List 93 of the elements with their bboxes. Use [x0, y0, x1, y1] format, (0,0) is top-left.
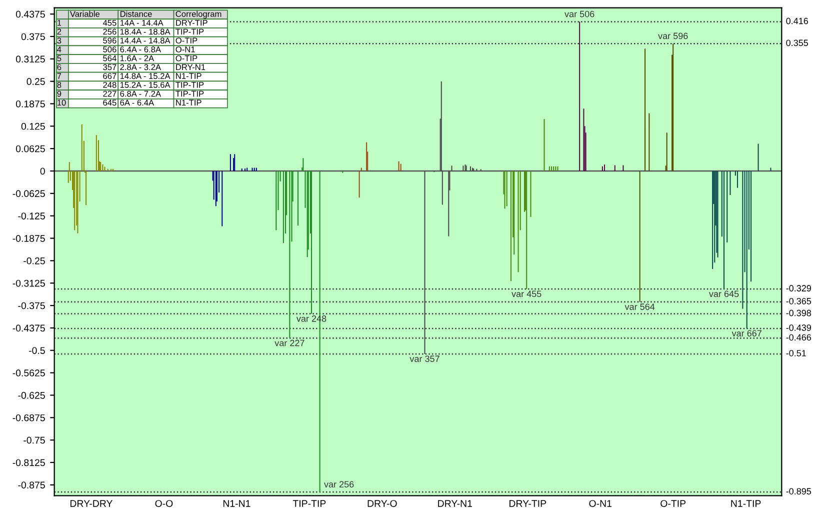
annotation: var 645 [708, 290, 739, 298]
annotation: 248 [103, 82, 116, 88]
annotation: 10 [58, 100, 66, 106]
y-tick-label: -0.25 [24, 257, 45, 264]
y-tick-label: 0.125 [21, 122, 45, 130]
annotation: 256 [103, 28, 116, 35]
annotation: 455 [102, 20, 116, 26]
annotation: var 357 [410, 356, 440, 362]
annotation: 564 [103, 55, 116, 62]
annotation: 18.4A - 18.8A [120, 28, 170, 35]
annotation: var 227 [274, 340, 304, 346]
y-tick-label: 0.3125 [16, 56, 45, 63]
annotation: 2.8A - 3.2A [120, 64, 162, 70]
annotation: 4 [57, 46, 62, 52]
y-tick-label: -0.625 [18, 392, 45, 399]
x-tick-label: N1-TIP [731, 500, 761, 507]
annotation: var 506 [564, 10, 594, 18]
annotation: O-TIP [176, 38, 198, 44]
annotation: 14A - 14.4A [120, 20, 164, 26]
annotation: O-TIP [176, 55, 198, 62]
annotation: var 596 [658, 32, 688, 40]
annotation: DRY-N1 [176, 64, 206, 70]
annotation: Distance [120, 10, 152, 17]
annotation: 15.2A - 15.6A [120, 82, 170, 88]
y-tick-label: -0.1875 [12, 234, 45, 242]
annotation: 1.6A - 2A [120, 55, 154, 62]
annotation: 6.4A - 6.8A [120, 46, 162, 52]
ref-line-label: -0.439 [786, 324, 811, 331]
x-tick-label: N1-N1 [223, 500, 250, 507]
annotation: 506 [103, 46, 116, 52]
annotation: N1-TIP [176, 73, 202, 79]
annotation: 596 [103, 38, 116, 44]
ref-line-label: -0.365 [786, 298, 812, 304]
annotation: var 455 [512, 290, 542, 298]
annotation: var 667 [732, 330, 762, 336]
annotation: 14.8A - 15.2A [120, 73, 170, 79]
annotation: 227 [103, 90, 116, 97]
y-tick-label: -0.125 [18, 212, 45, 220]
x-tick-label: O-O [155, 500, 173, 507]
y-tick-label: 0.1875 [16, 100, 45, 108]
y-tick-label: -0.5 [28, 347, 45, 354]
annotation: 1 [58, 20, 62, 26]
y-tick-label: 0 [40, 168, 45, 175]
y-tick-label: -0.3125 [12, 280, 45, 287]
annotation: var 256 [324, 481, 354, 488]
annotation: var 564 [624, 304, 655, 310]
x-tick-label: DRY-N1 [438, 500, 472, 507]
annotation: O-N1 [176, 46, 195, 52]
annotation: 6 [57, 64, 62, 70]
x-tick-label: O-TIP [660, 500, 686, 507]
annotation: 3 [57, 38, 62, 44]
y-tick-label: -0.0625 [12, 190, 45, 198]
annotation: 357 [103, 64, 116, 70]
y-tick-label: 0.25 [26, 78, 45, 85]
annotation: 14.4A - 14.8A [120, 38, 170, 44]
ref-line-label: -0.895 [786, 488, 812, 494]
y-tick-label: -0.6875 [12, 414, 45, 422]
annotation: 8 [57, 82, 62, 88]
annotation: 645 [103, 100, 116, 106]
x-tick-label: O-N1 [589, 500, 612, 507]
annotation: 6A - 6.4A [120, 100, 154, 106]
x-tick-label: DRY-DRY [70, 500, 113, 507]
annotation: 9 [57, 90, 62, 97]
annotation: TIP-TIP [176, 28, 204, 35]
y-tick-label: -0.375 [18, 302, 45, 310]
x-tick-label: DRY-O [368, 500, 397, 507]
annotation: 2 [57, 28, 62, 35]
ref-line-label: -0.51 [786, 350, 806, 356]
annotation: N1-TIP [176, 100, 202, 106]
ref-line-label: 0.416 [786, 18, 808, 24]
annotation: 6.8A - 7.2A [120, 90, 162, 97]
ref-line-label: -0.398 [786, 310, 812, 316]
y-tick-label: -0.75 [24, 436, 45, 444]
x-tick-label: DRY-TIP [510, 500, 546, 507]
annotation: Correlogram [176, 10, 222, 19]
annotation: TIP-TIP [176, 90, 204, 97]
annotation: Variable [70, 10, 100, 17]
y-tick-label: 0.4375 [16, 10, 45, 18]
y-tick-label: -0.5625 [12, 370, 45, 376]
x-tick-label: TIP-TIP [292, 500, 326, 507]
annotation: 5 [57, 55, 62, 62]
ref-line-label: -0.329 [786, 285, 811, 292]
y-tick-label: -0.8125 [12, 459, 45, 466]
annotation: DRY-TIP [176, 20, 208, 26]
annotation: TIP-TIP [176, 82, 204, 88]
ref-line-label: 0.355 [786, 40, 808, 46]
y-tick-label: -0.875 [18, 482, 45, 488]
y-tick-label: -0.4375 [12, 324, 45, 332]
annotation: 7 [57, 73, 62, 79]
y-tick-label: 0.375 [21, 33, 45, 40]
y-tick-label: 0.0625 [16, 145, 45, 152]
annotation: 667 [103, 73, 116, 79]
ref-line-label: -0.466 [786, 334, 812, 341]
